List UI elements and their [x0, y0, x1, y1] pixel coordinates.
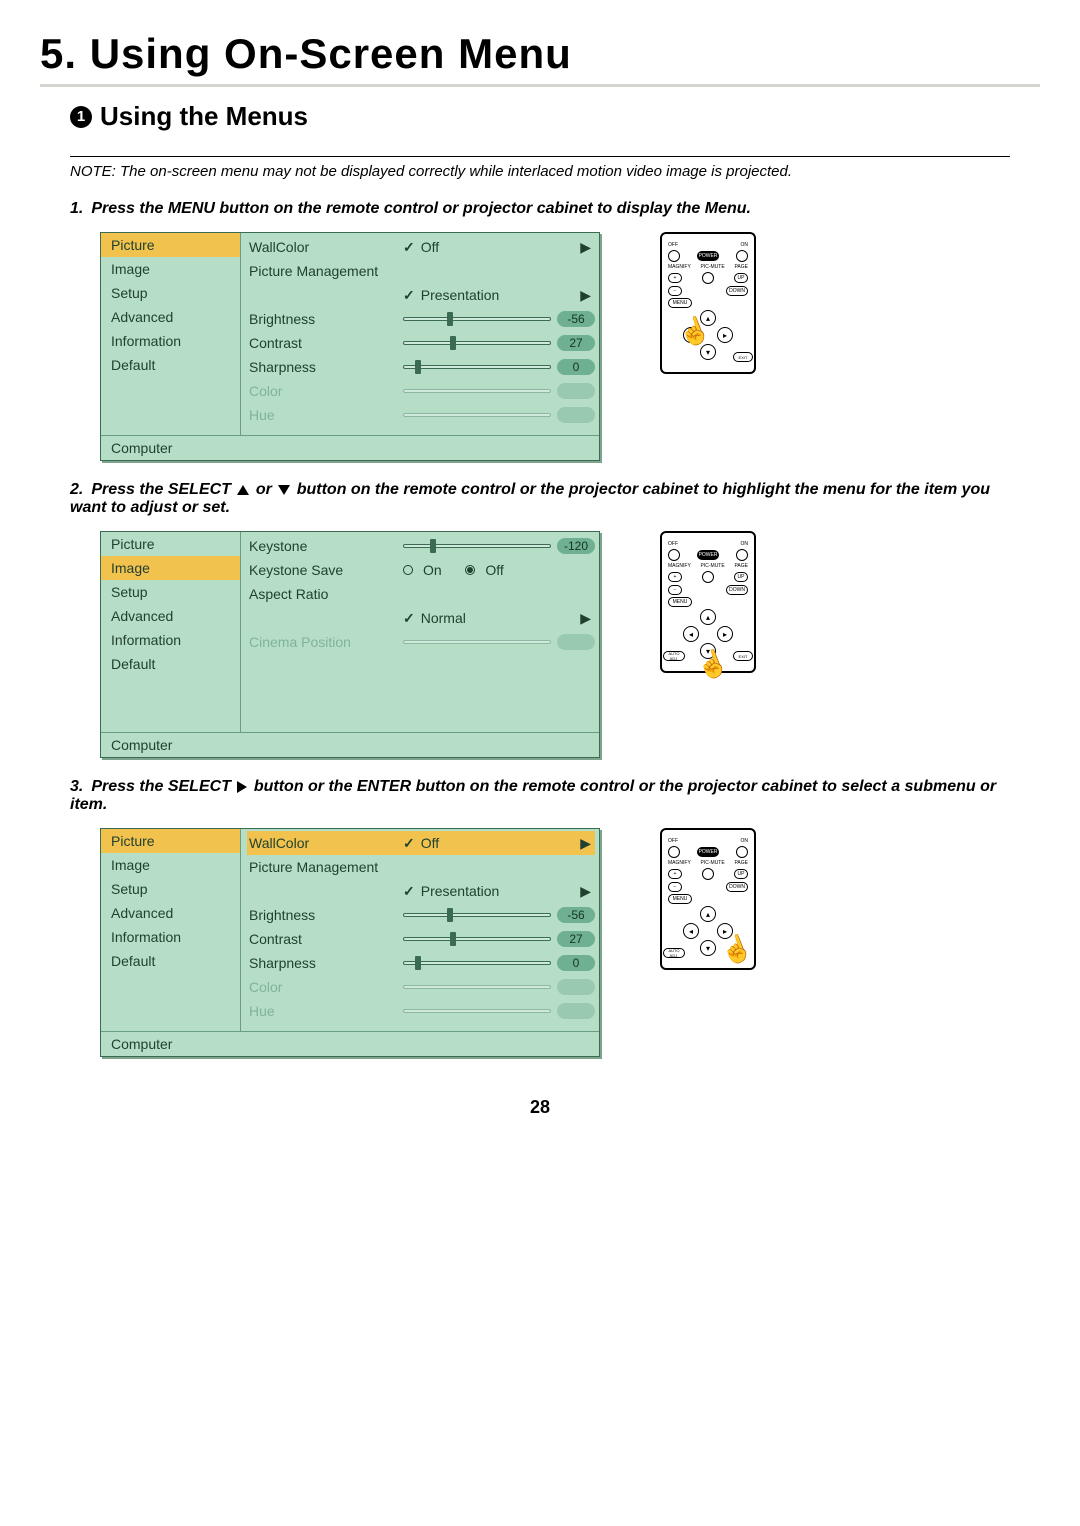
arrow-right-icon[interactable]: ▶	[580, 287, 595, 304]
value-sharpness: 0	[557, 359, 595, 375]
remote-page-up[interactable]: UP	[734, 273, 748, 283]
label-aspect: Aspect Ratio	[247, 586, 397, 602]
remote-magnify-minus[interactable]: −	[668, 286, 682, 296]
remote-control: OFFON POWER MAGNIFYPIC-MUTEPAGE +UP −DOW…	[660, 232, 756, 374]
osd-tab-picture[interactable]: Picture	[101, 233, 240, 257]
osd-row-wallcolor-highlighted[interactable]: WallColor ✓ Off ▶	[247, 831, 595, 855]
remote-page-down[interactable]: DOWN	[726, 286, 748, 296]
osd-menu-image: Picture Image Setup Advanced Information…	[100, 531, 600, 758]
remote-picmute[interactable]	[702, 272, 714, 284]
label-contrast: Contrast	[247, 335, 397, 351]
arrow-right-icon[interactable]: ▶	[580, 239, 595, 256]
osd-tab-setup[interactable]: Setup	[101, 580, 240, 604]
slider-contrast[interactable]	[403, 338, 551, 348]
page-title: 5. Using On-Screen Menu	[40, 30, 1040, 87]
slider-keystone[interactable]	[403, 541, 551, 551]
section-title-text: Using the Menus	[100, 101, 308, 132]
label-hue: Hue	[247, 407, 397, 423]
osd-menu-picture-highlight: Picture Image Setup Advanced Information…	[100, 828, 600, 1057]
osd-tab-image[interactable]: Image	[101, 556, 240, 580]
remote-control: OFFON POWER MAGNIFYPIC-MUTEPAGE +UP −DOW…	[660, 828, 756, 970]
slider-sharpness[interactable]	[403, 362, 551, 372]
osd-menu-picture: Picture Image Setup Advanced Information…	[100, 232, 600, 461]
osd-footer: Computer	[101, 435, 599, 460]
value-brightness: -56	[557, 311, 595, 327]
step-1: 1.Press the MENU button on the remote co…	[70, 200, 1010, 218]
remote-exit[interactable]: EXIT	[733, 352, 753, 362]
osd-tab-picture[interactable]: Picture	[101, 532, 240, 556]
osd-tab-default[interactable]: Default	[101, 949, 240, 973]
osd-tab-advanced[interactable]: Advanced	[101, 305, 240, 329]
label-picmgmt: Picture Management	[247, 263, 378, 279]
radio-off[interactable]	[465, 565, 475, 575]
osd-tab-image[interactable]: Image	[101, 257, 240, 281]
osd-sidebar: Picture Image Setup Advanced Information…	[101, 233, 241, 435]
divider	[70, 156, 1010, 157]
osd-tab-setup[interactable]: Setup	[101, 281, 240, 305]
label-wallcolor: WallColor	[247, 239, 397, 255]
label-cinema: Cinema Position	[247, 634, 397, 650]
note-text: NOTE: The on-screen menu may not be disp…	[70, 163, 1010, 180]
section-heading: 1 Using the Menus	[70, 101, 1040, 132]
osd-tab-image[interactable]: Image	[101, 853, 240, 877]
label-sharpness: Sharpness	[247, 359, 397, 375]
arrow-right-icon[interactable]: ▶	[580, 610, 595, 627]
radio-on[interactable]	[403, 565, 413, 575]
osd-panel: WallColor ✓ Off ▶ Picture Management ✓ P…	[241, 233, 599, 435]
page-number: 28	[40, 1097, 1040, 1118]
remote-down[interactable]: ▾	[700, 344, 716, 360]
label-color: Color	[247, 383, 397, 399]
remote-magnify-plus[interactable]: +	[668, 273, 682, 283]
osd-tab-information[interactable]: Information	[101, 925, 240, 949]
step-3: 3.Press the SELECT button or the ENTER b…	[70, 778, 1010, 814]
osd-tab-information[interactable]: Information	[101, 329, 240, 353]
slider-brightness[interactable]	[403, 314, 551, 324]
remote-menu-button[interactable]: MENU	[668, 298, 692, 308]
osd-tab-setup[interactable]: Setup	[101, 877, 240, 901]
osd-tab-information[interactable]: Information	[101, 628, 240, 652]
step-2: 2.Press the SELECT or button on the remo…	[70, 481, 1010, 517]
value-keystone: -120	[557, 538, 595, 554]
osd-tab-advanced[interactable]: Advanced	[101, 604, 240, 628]
value-contrast: 27	[557, 335, 595, 351]
osd-tab-picture[interactable]: Picture	[101, 829, 240, 853]
remote-right[interactable]: ▸	[717, 327, 733, 343]
label-keystone-save: Keystone Save	[247, 562, 397, 578]
label-brightness: Brightness	[247, 311, 397, 327]
osd-tab-default[interactable]: Default	[101, 652, 240, 676]
remote-control: OFFON POWER MAGNIFYPIC-MUTEPAGE +UP −DOW…	[660, 531, 756, 673]
section-number-badge: 1	[70, 106, 92, 128]
osd-tab-default[interactable]: Default	[101, 353, 240, 377]
osd-tab-advanced[interactable]: Advanced	[101, 901, 240, 925]
label-keystone: Keystone	[247, 538, 397, 554]
